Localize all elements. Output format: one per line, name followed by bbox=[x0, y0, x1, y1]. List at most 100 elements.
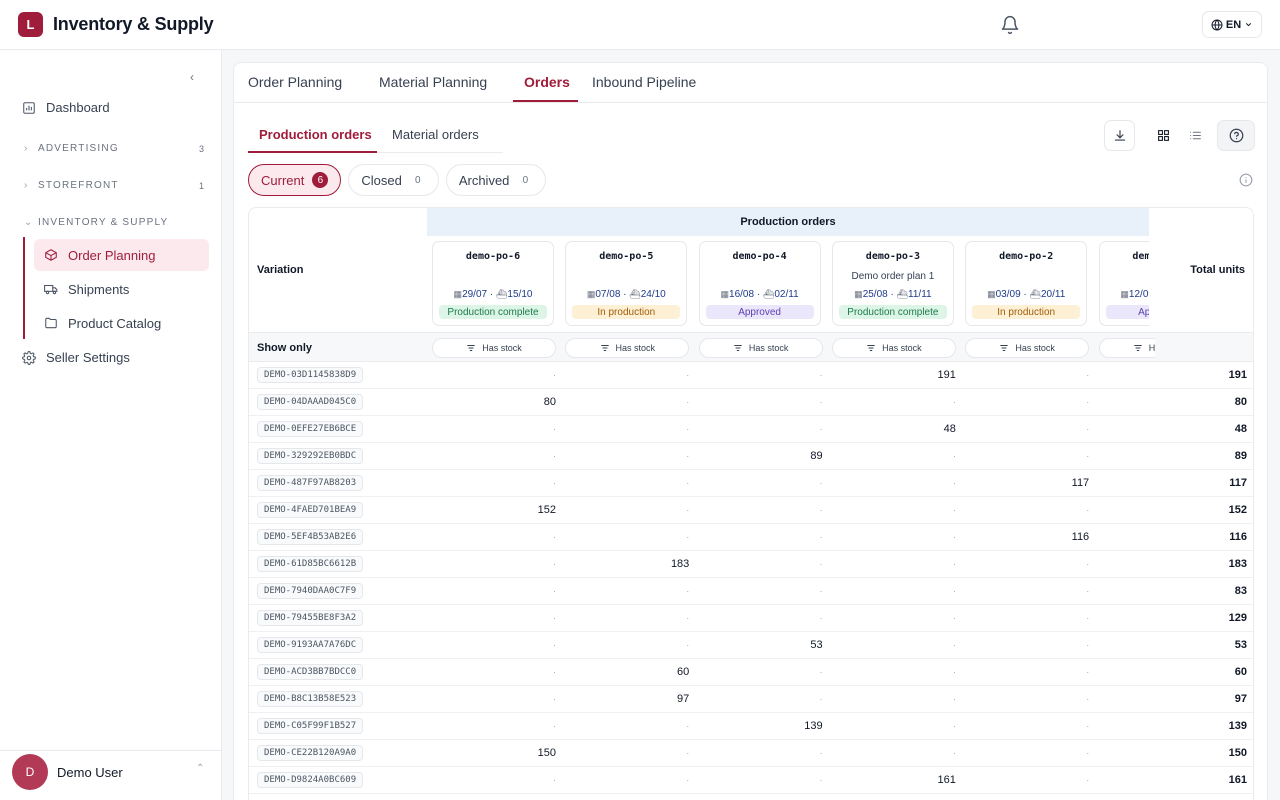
quantity-cell: · bbox=[553, 667, 556, 677]
sidebar-item-shipments[interactable]: Shipments bbox=[34, 273, 209, 305]
has-stock-filter-button[interactable]: Has stock bbox=[1098, 338, 1155, 358]
order-card[interactable]: demo-po-5 ▦07/08 · ⛴24/10 In production bbox=[565, 241, 688, 326]
top-tabs: Order Planning Material Planning Orders … bbox=[234, 63, 1267, 103]
has-stock-filter-button[interactable]: Has stock bbox=[831, 338, 956, 358]
quantity-cell: · bbox=[1086, 451, 1090, 461]
table-row[interactable]: DEMO-7940DAA0C7F9 · · · · · 83 bbox=[249, 578, 1253, 605]
pill-label: Closed bbox=[361, 172, 402, 188]
section-count: 3 bbox=[198, 143, 204, 154]
column-header-total: Total units bbox=[1190, 264, 1245, 276]
order-status-filter: Current 6 Closed 0 Archived 0 bbox=[248, 164, 547, 196]
table-row[interactable]: DEMO-B8C13B58E523 · 97 · · · 97 bbox=[249, 686, 1253, 713]
table-row[interactable]: DEMO-487F97AB8203 · · · · 117 117 bbox=[249, 470, 1253, 497]
order-dates: ▦29/07 · ⛴15/10 bbox=[453, 289, 533, 300]
has-stock-filter-button[interactable]: Has stock bbox=[565, 338, 690, 358]
has-stock-filter-button[interactable]: Has stock bbox=[965, 338, 1090, 358]
globe-icon bbox=[1211, 19, 1223, 30]
status-badge: Approved bbox=[1105, 305, 1149, 319]
pill-current[interactable]: Current 6 bbox=[248, 164, 342, 196]
avatar: D bbox=[12, 754, 48, 790]
download-button[interactable] bbox=[1104, 120, 1135, 151]
pill-closed[interactable]: Closed 0 bbox=[348, 164, 439, 196]
quantity-cell: · bbox=[819, 397, 823, 407]
table-row[interactable]: DEMO-79455BE8F3A2 · · · · · 129 bbox=[249, 605, 1253, 632]
has-stock-filter-button[interactable]: Has stock bbox=[698, 338, 823, 358]
quantity-cell: · bbox=[686, 721, 690, 731]
sku-code: DEMO-79455BE8F3A2 bbox=[257, 610, 364, 626]
user-menu[interactable]: D Demo User ⌃ bbox=[0, 750, 222, 800]
info-icon[interactable] bbox=[1239, 173, 1253, 187]
quantity-cell: · bbox=[553, 532, 556, 542]
order-card[interactable]: demo-po-6 ▦29/07 · ⛴15/10 Production compl… bbox=[432, 241, 554, 326]
table-row[interactable]: DEMO-CE22B120A9A0 150 · · · · 150 bbox=[249, 740, 1253, 767]
bell-icon[interactable] bbox=[1000, 15, 1020, 35]
list-view-button[interactable] bbox=[1179, 120, 1211, 151]
table-row[interactable]: DEMO-61D85BC6612B · 183 · · · 183 bbox=[249, 551, 1253, 578]
language-selector[interactable]: EN bbox=[1202, 11, 1262, 38]
table-row[interactable]: DEMO-329292EB0BDC · · 89 · · 89 bbox=[249, 443, 1253, 470]
table-row[interactable]: DEMO-0EFE27EB6BCE · · · 48 · 48 bbox=[249, 416, 1253, 443]
order-card[interactable]: demo-po-4 ▦16/08 · ⛴02/11 Approved bbox=[698, 241, 821, 326]
order-card[interactable]: demo-po-3 Demo order plan 1 ▦25/08 · ⛴11/1… bbox=[831, 241, 954, 326]
table-row[interactable]: DEMO-ACD3BB7BDCC0 · 60 · · · 60 bbox=[249, 659, 1253, 686]
quantity-cell: · bbox=[1086, 640, 1090, 650]
has-stock-filter-button[interactable]: Has stock bbox=[432, 338, 556, 358]
quantity-cell: 161 bbox=[937, 774, 956, 786]
top-bar: L Inventory & Supply EN bbox=[0, 0, 1280, 50]
tab-production-orders[interactable]: Production orders bbox=[259, 127, 372, 142]
help-icon bbox=[1229, 128, 1243, 143]
table-row[interactable]: DEMO-03D1145838D9 · · · 191 · 191 bbox=[249, 362, 1253, 389]
order-card[interactable]: demo-po-2 ▦03/09 · ⛴20/11 In production bbox=[965, 241, 1088, 326]
section-label: INVENTORY & SUPPLY bbox=[38, 217, 169, 228]
filter-label: Has stock bbox=[748, 343, 789, 353]
tab-inbound-pipeline[interactable]: Inbound Pipeline bbox=[592, 74, 697, 90]
sidebar-item-seller-settings[interactable]: Seller Settings bbox=[22, 350, 130, 365]
group-header: Production orders bbox=[427, 208, 1149, 236]
collapse-sidebar-icon[interactable]: ‹ bbox=[190, 70, 194, 84]
filter-label: Has stock bbox=[1015, 343, 1055, 353]
quantity-cell: 60 bbox=[677, 666, 690, 678]
order-dates: ▦03/09 · ⛴20/11 bbox=[987, 289, 1066, 300]
status-badge: In production bbox=[572, 305, 681, 319]
tab-material-planning[interactable]: Material Planning bbox=[379, 74, 488, 90]
tab-order-planning[interactable]: Order Planning bbox=[248, 74, 343, 90]
total-cell: 191 bbox=[1228, 369, 1247, 381]
table-row[interactable]: DEMO-C05F99F1B527 · · 139 · · 139 bbox=[249, 713, 1253, 740]
table-row[interactable]: DEMO-D9824A0BC609 · · · 161 · 161 bbox=[249, 767, 1253, 794]
pill-archived[interactable]: Archived 0 bbox=[445, 164, 547, 196]
table-row[interactable]: DEMO-5EF4B53AB2E6 · · · · 116 116 bbox=[249, 524, 1253, 551]
pill-label: Current bbox=[261, 172, 305, 188]
quantity-cell: · bbox=[952, 559, 956, 569]
sidebar-section-storefront[interactable]: › STOREFRONT 1 bbox=[24, 180, 204, 191]
app-title: Inventory & Supply bbox=[53, 14, 214, 34]
chevron-down-icon bbox=[1246, 23, 1252, 27]
filter-label: Has stock bbox=[882, 343, 922, 353]
table-row[interactable]: DEMO-9193AA7A76DC · · 53 · · 53 bbox=[249, 632, 1253, 659]
total-cell: 53 bbox=[1234, 639, 1247, 651]
quantity-cell: · bbox=[1086, 721, 1090, 731]
sidebar-item-product-catalog[interactable]: Product Catalog bbox=[34, 307, 209, 339]
chevron-down-icon: ⌄ bbox=[24, 217, 34, 228]
quantity-cell: · bbox=[1086, 694, 1090, 704]
quantity-cell: · bbox=[553, 775, 556, 785]
production-orders-table: Production orders Variation Total units … bbox=[248, 207, 1254, 800]
order-plan: Demo order plan 1 bbox=[851, 271, 935, 282]
tab-material-orders[interactable]: Material orders bbox=[392, 127, 479, 142]
order-card[interactable]: demo-po-1 ▦12/09 · ⛴29/11 Approved bbox=[1098, 241, 1149, 326]
sidebar-section-advertising[interactable]: › ADVERTISING 3 bbox=[24, 143, 204, 154]
table-row[interactable]: DEMO-4FAED701BEA9 152 · · · · 152 bbox=[249, 497, 1253, 524]
sku-code: DEMO-487F97AB8203 bbox=[257, 475, 364, 491]
help-button[interactable] bbox=[1217, 120, 1255, 151]
quantity-cell: · bbox=[952, 451, 956, 461]
table-row[interactable]: DEMO-04DAAAD045C0 80 · · · · 80 bbox=[249, 389, 1253, 416]
sidebar-item-dashboard[interactable]: Dashboard bbox=[22, 100, 110, 115]
quantity-cell: · bbox=[686, 424, 690, 434]
tab-orders[interactable]: Orders bbox=[524, 74, 570, 90]
download-icon bbox=[1114, 129, 1125, 141]
quantity-cell: 150 bbox=[537, 747, 556, 759]
sidebar-section-inventory[interactable]: ⌄ INVENTORY & SUPPLY bbox=[24, 217, 204, 228]
order-start: 12/09 bbox=[1128, 289, 1149, 300]
sidebar-item-order-planning[interactable]: Order Planning bbox=[34, 239, 209, 271]
grid-view-button[interactable] bbox=[1147, 120, 1179, 151]
quantity-cell: · bbox=[686, 640, 690, 650]
